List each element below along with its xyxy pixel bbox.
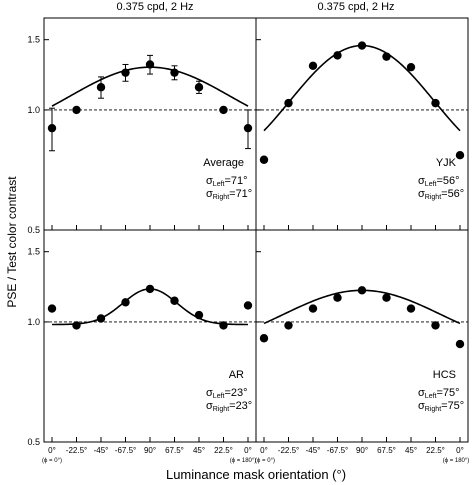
data-point bbox=[96, 83, 106, 92]
data-point bbox=[259, 155, 269, 164]
x-tick-label: 45° bbox=[193, 446, 205, 455]
data-point bbox=[455, 151, 465, 160]
data-point bbox=[406, 62, 416, 72]
x-tick-label: 90° bbox=[144, 446, 156, 455]
column-title-right: 0.375 cpd, 2 Hz bbox=[317, 1, 394, 13]
data-point bbox=[47, 123, 57, 133]
y-tick-label: 0.5 bbox=[27, 225, 40, 235]
panel-observer-name: AR bbox=[229, 369, 244, 381]
data-point bbox=[121, 298, 130, 307]
x-axis-label: Luminance mask orientation (°) bbox=[166, 467, 346, 482]
data-point bbox=[333, 293, 342, 302]
panel-average: 0.5 1.0 1.5 Average σLeft=71°σRight=71° bbox=[27, 17, 257, 235]
data-point bbox=[243, 301, 253, 310]
data-point bbox=[219, 105, 228, 115]
panel-observer-name: YJK bbox=[436, 157, 457, 169]
x-tick-label: 90° bbox=[356, 446, 368, 455]
column-title-left: 0.375 cpd, 2 Hz bbox=[116, 1, 193, 13]
data-point bbox=[194, 310, 204, 320]
y-tick-label: 1.5 bbox=[27, 247, 40, 257]
data-point bbox=[284, 98, 293, 108]
data-point bbox=[308, 304, 318, 313]
sigma-left-label: σLeft=23° bbox=[206, 387, 248, 400]
phi-right-label-col2: (ϕ = 180°) bbox=[443, 458, 470, 464]
y-tick-label: 0.5 bbox=[27, 437, 40, 447]
x-tick-label: 0° bbox=[456, 446, 464, 455]
data-point bbox=[47, 304, 57, 313]
data-point bbox=[431, 98, 440, 108]
sigma-right-label: σRight=56° bbox=[418, 188, 464, 201]
data-point bbox=[170, 296, 179, 305]
phi-left-label-col2: (ϕ = 0°) bbox=[255, 458, 275, 464]
x-tick-label: -67.5° bbox=[327, 446, 348, 455]
panel-observer-name: HCS bbox=[433, 369, 456, 381]
data-point bbox=[382, 293, 391, 302]
fit-curve bbox=[52, 288, 248, 326]
sigma-left-label: σLeft=56° bbox=[418, 175, 460, 188]
data-point bbox=[121, 68, 130, 77]
phi-right-label-col1: (ϕ = 180°) bbox=[230, 458, 257, 464]
x-tick-label: -45° bbox=[306, 446, 321, 455]
x-tick-label: -67.5° bbox=[115, 446, 136, 455]
fit-curve bbox=[263, 289, 461, 325]
data-point bbox=[145, 60, 155, 69]
sigma-left-label: σLeft=75° bbox=[418, 387, 460, 400]
data-point bbox=[96, 314, 106, 323]
x-tick-label: 67.5° bbox=[377, 446, 396, 455]
x-tick-label: 0° bbox=[48, 446, 56, 455]
data-point bbox=[72, 105, 81, 115]
panel-observer-name: Average bbox=[203, 157, 244, 169]
x-tick-label: 22.5° bbox=[426, 446, 445, 455]
data-point bbox=[333, 51, 342, 60]
data-point bbox=[194, 83, 204, 92]
panel-hcs: 0° -22.5° -45° -67.5° 90° 67.5° 45° 22.5° 0° HCS σ… bbox=[255, 229, 469, 455]
panel-yjk: YJK σLeft=56°σRight=56° bbox=[255, 17, 469, 231]
y-tick-label: 1.5 bbox=[27, 35, 40, 45]
sigma-right-label: σRight=75° bbox=[418, 400, 464, 413]
y-tick-label: 1.0 bbox=[27, 317, 40, 327]
x-tick-label: 0° bbox=[244, 446, 252, 455]
data-point bbox=[357, 41, 367, 50]
data-point bbox=[455, 339, 465, 349]
data-point bbox=[357, 286, 367, 295]
data-point bbox=[219, 321, 228, 330]
x-tick-label: -22.5° bbox=[278, 446, 299, 455]
data-point bbox=[431, 321, 440, 330]
data-point bbox=[259, 334, 269, 343]
phi-left-label-col1: (ϕ = 0°) bbox=[42, 458, 62, 464]
x-tick-label: 0° bbox=[260, 446, 268, 455]
y-tick-label: 1.0 bbox=[27, 105, 40, 115]
y-axis-label: PSE / Test color contrast bbox=[5, 176, 19, 308]
data-point bbox=[170, 68, 179, 77]
data-point bbox=[145, 284, 155, 294]
data-point bbox=[243, 123, 253, 133]
sigma-right-label: σRight=71° bbox=[206, 188, 252, 201]
sigma-right-label: σRight=23° bbox=[206, 400, 252, 413]
x-tick-label: 45° bbox=[405, 446, 417, 455]
x-tick-label: 67.5° bbox=[165, 446, 184, 455]
data-point bbox=[382, 52, 391, 61]
x-tick-label: 22.5° bbox=[214, 446, 233, 455]
data-point bbox=[308, 61, 318, 71]
data-point bbox=[72, 321, 81, 330]
data-point bbox=[406, 304, 416, 313]
fit-curve bbox=[263, 44, 461, 132]
data-point bbox=[284, 321, 293, 330]
x-tick-label: -22.5° bbox=[66, 446, 87, 455]
x-tick-label: -45° bbox=[94, 446, 109, 455]
sigma-left-label: σLeft=71° bbox=[206, 175, 248, 188]
panel-ar: 0.5 1.0 1.5 0° -22.5° -45° -67.5° 90° 67.5° 45° 22… bbox=[27, 229, 257, 455]
